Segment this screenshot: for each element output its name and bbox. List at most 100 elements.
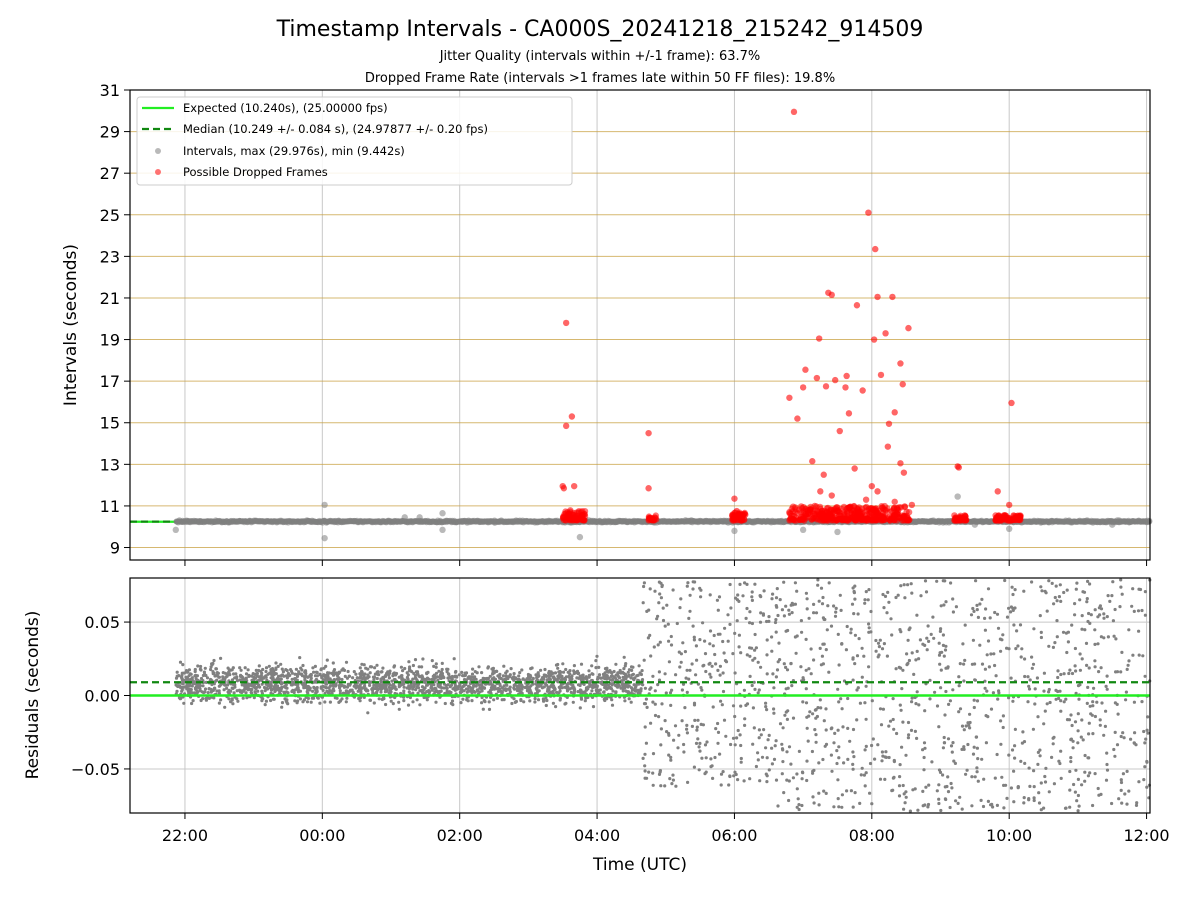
- residual-point: [400, 680, 404, 684]
- residual-point: [413, 676, 417, 680]
- residual-point: [976, 757, 980, 761]
- residual-point: [651, 752, 656, 756]
- dropped-frame-point: [899, 381, 906, 388]
- residual-point: [184, 669, 189, 673]
- residual-point: [515, 688, 520, 693]
- residual-point: [594, 688, 598, 692]
- residual-point: [565, 682, 569, 687]
- residual-point: [743, 723, 747, 728]
- residual-point: [605, 697, 609, 701]
- residual-point: [376, 687, 380, 691]
- residual-point: [379, 685, 383, 689]
- residual-point: [1100, 701, 1104, 705]
- dropped-frame-point: [564, 509, 571, 516]
- residual-point: [1001, 725, 1005, 730]
- residual-point: [643, 769, 647, 773]
- residual-point: [523, 678, 528, 682]
- residual-point: [830, 769, 834, 773]
- dropped-frame-point: [809, 510, 817, 518]
- residual-point: [206, 691, 210, 695]
- residual-point: [296, 685, 300, 689]
- residual-point: [539, 684, 543, 688]
- residual-point: [701, 723, 706, 727]
- residual-point: [1099, 666, 1103, 670]
- residual-point: [194, 673, 198, 677]
- residual-point: [778, 598, 782, 602]
- residual-point: [615, 683, 619, 687]
- residual-point: [296, 699, 300, 703]
- dropped-frame-point: [891, 409, 898, 416]
- residual-point: [306, 684, 310, 689]
- residual-point: [679, 597, 683, 601]
- residual-point: [1062, 672, 1066, 676]
- residual-point: [533, 700, 537, 704]
- residual-point: [1123, 792, 1127, 796]
- residual-point: [270, 687, 274, 691]
- residual-point: [314, 688, 318, 692]
- residual-point: [737, 645, 741, 649]
- residual-point: [704, 770, 708, 774]
- residual-point: [231, 686, 235, 691]
- residual-point: [767, 768, 771, 772]
- dropped-frame-point: [865, 209, 872, 216]
- residual-point: [1119, 788, 1123, 793]
- residual-point: [624, 676, 628, 680]
- residual-point: [420, 677, 424, 681]
- residual-point: [1105, 751, 1109, 755]
- residual-point: [684, 676, 688, 680]
- residual-point: [354, 686, 358, 690]
- residual-point: [696, 737, 700, 741]
- residual-point: [421, 657, 425, 661]
- dropped-frame-point: [845, 504, 852, 511]
- residual-point: [341, 691, 345, 695]
- residual-point: [901, 783, 905, 788]
- residual-point: [193, 691, 197, 695]
- residual-point: [340, 683, 344, 688]
- residual-point: [523, 685, 527, 690]
- residual-point: [456, 687, 460, 691]
- residual-point: [314, 677, 318, 682]
- residual-point: [633, 689, 638, 693]
- residual-point: [772, 686, 776, 690]
- residual-point: [630, 688, 635, 692]
- residual-point: [595, 685, 599, 689]
- residual-point: [415, 685, 419, 689]
- residual-point: [638, 690, 642, 694]
- residual-point: [606, 683, 611, 687]
- residual-point: [657, 580, 662, 584]
- residual-point: [420, 665, 424, 669]
- residual-point: [946, 737, 951, 741]
- residual-point: [581, 673, 585, 677]
- residual-point: [708, 593, 712, 597]
- residual-point: [328, 700, 332, 704]
- residual-point: [750, 646, 754, 650]
- residual-point: [718, 673, 722, 677]
- residual-point: [914, 658, 918, 662]
- residual-point: [279, 662, 283, 666]
- residual-point: [587, 669, 591, 673]
- residual-point: [522, 700, 526, 704]
- residual-point: [463, 671, 467, 675]
- residual-point: [337, 677, 341, 681]
- residual-point: [1011, 699, 1015, 703]
- residual-point: [203, 687, 208, 691]
- dropped-frame-point: [562, 319, 570, 327]
- residual-point: [488, 674, 492, 678]
- residual-point: [565, 687, 569, 691]
- residual-point: [347, 674, 352, 678]
- residual-point: [663, 719, 667, 723]
- residual-point: [658, 769, 663, 773]
- residual-point: [243, 684, 247, 689]
- residual-point: [757, 688, 761, 692]
- residual-point: [765, 708, 769, 712]
- residual-point: [699, 686, 703, 690]
- residual-point: [402, 691, 406, 695]
- residual-point: [251, 672, 255, 676]
- residual-point: [247, 673, 251, 678]
- residual-point: [682, 742, 686, 747]
- residual-point: [863, 748, 867, 752]
- residual-point: [983, 667, 988, 671]
- residual-point: [1043, 709, 1047, 713]
- residual-point: [379, 690, 383, 694]
- residual-point: [231, 702, 235, 706]
